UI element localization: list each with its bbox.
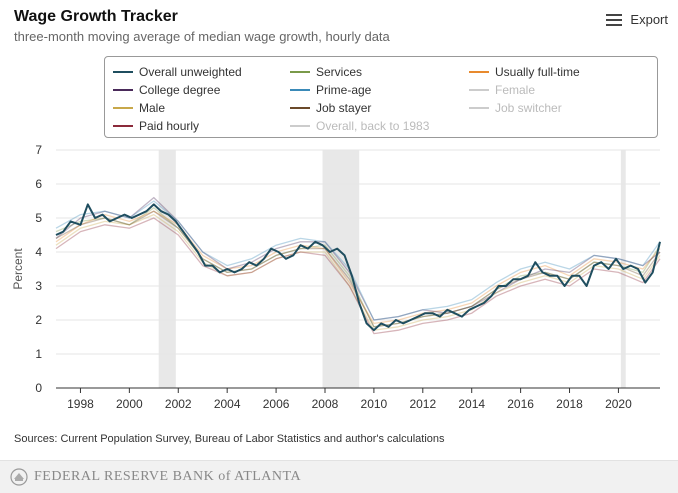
legend-swatch bbox=[290, 107, 310, 109]
recession-band bbox=[322, 150, 360, 388]
x-tick-label: 2006 bbox=[263, 397, 290, 411]
legend: Overall unweighted Services Usually full-t… bbox=[104, 56, 658, 138]
series-line bbox=[55, 196, 661, 321]
y-tick-label: 6 bbox=[35, 177, 42, 191]
page-subtitle: three-month moving average of median wag… bbox=[14, 29, 390, 44]
series-line bbox=[55, 210, 661, 328]
y-tick-label: 0 bbox=[35, 381, 42, 395]
legend-label: Female bbox=[495, 83, 536, 97]
legend-item[interactable]: Paid hourly bbox=[113, 119, 199, 133]
x-tick-label: 2016 bbox=[507, 397, 534, 411]
series-line bbox=[55, 200, 661, 321]
legend-swatch bbox=[469, 107, 489, 109]
y-tick-label: 7 bbox=[35, 143, 42, 157]
y-tick-label: 1 bbox=[35, 347, 42, 361]
legend-swatch bbox=[113, 125, 133, 127]
legend-item[interactable]: Male bbox=[113, 101, 165, 115]
legend-swatch bbox=[290, 89, 310, 91]
legend-swatch bbox=[469, 71, 489, 73]
legend-label: Overall, back to 1983 bbox=[316, 119, 430, 133]
x-tick-label: 2010 bbox=[361, 397, 388, 411]
x-tick-label: 2014 bbox=[458, 397, 485, 411]
legend-label: Prime-age bbox=[316, 83, 372, 97]
legend-item[interactable]: Usually full-time bbox=[469, 65, 580, 79]
x-tick-label: 2000 bbox=[116, 397, 143, 411]
sources-note: Sources: Current Population Survey, Bure… bbox=[14, 433, 445, 445]
legend-label: Job stayer bbox=[316, 101, 372, 115]
series-line bbox=[55, 207, 661, 328]
x-tick-label: 2012 bbox=[409, 397, 436, 411]
legend-item[interactable]: Prime-age bbox=[290, 83, 371, 97]
fed-seal-icon bbox=[10, 468, 28, 486]
y-axis-label: Percent bbox=[11, 248, 25, 290]
x-tick-label: 2020 bbox=[605, 397, 632, 411]
x-tick-label: 2018 bbox=[556, 397, 583, 411]
export-label: Export bbox=[630, 12, 668, 27]
legend-label: College degree bbox=[139, 83, 221, 97]
legend-item[interactable]: College degree bbox=[113, 83, 220, 97]
legend-label: Usually full-time bbox=[495, 65, 580, 79]
series-line bbox=[55, 210, 661, 325]
fed-logo-text: FEDERAL RESERVE BANK of ATLANTA bbox=[34, 469, 302, 484]
y-tick-label: 3 bbox=[35, 279, 42, 293]
x-tick-label: 2002 bbox=[165, 397, 192, 411]
legend-swatch bbox=[113, 107, 133, 109]
legend-label: Paid hourly bbox=[139, 119, 200, 133]
x-tick-label: 1998 bbox=[67, 397, 94, 411]
x-tick-label: 2004 bbox=[214, 397, 241, 411]
legend-item[interactable]: Overall, back to 1983 bbox=[290, 119, 429, 133]
legend-label: Services bbox=[316, 65, 363, 79]
y-tick-label: 4 bbox=[35, 245, 42, 259]
legend-swatch bbox=[469, 89, 489, 91]
legend-item[interactable]: Services bbox=[290, 65, 362, 79]
x-tick-label: 2008 bbox=[312, 397, 339, 411]
footer: FEDERAL RESERVE BANK of ATLANTA bbox=[0, 460, 678, 493]
legend-item[interactable]: Female bbox=[469, 83, 535, 97]
y-tick-label: 2 bbox=[35, 313, 42, 327]
menu-icon bbox=[606, 13, 623, 26]
legend-item[interactable]: Overall unweighted bbox=[113, 65, 242, 79]
legend-label: Job switcher bbox=[495, 101, 562, 115]
legend-swatch bbox=[113, 71, 133, 73]
legend-swatch bbox=[290, 71, 310, 73]
legend-label: Male bbox=[139, 101, 166, 115]
wage-growth-chart: 0 1 2 3 4 5 6 7 1998 2000 2002 2004 2006 2008 2010 2012… bbox=[11, 143, 661, 411]
page-title: Wage Growth Tracker bbox=[14, 8, 178, 25]
legend-item[interactable]: Job switcher bbox=[469, 101, 562, 115]
recession-band bbox=[158, 150, 176, 388]
y-tick-label: 5 bbox=[35, 211, 42, 225]
series-line bbox=[55, 203, 661, 332]
legend-item[interactable]: Job stayer bbox=[290, 101, 371, 115]
legend-swatch bbox=[113, 89, 133, 91]
export-button[interactable]: Export bbox=[606, 12, 668, 27]
legend-label: Overall unweighted bbox=[139, 65, 242, 79]
legend-swatch bbox=[290, 125, 310, 127]
